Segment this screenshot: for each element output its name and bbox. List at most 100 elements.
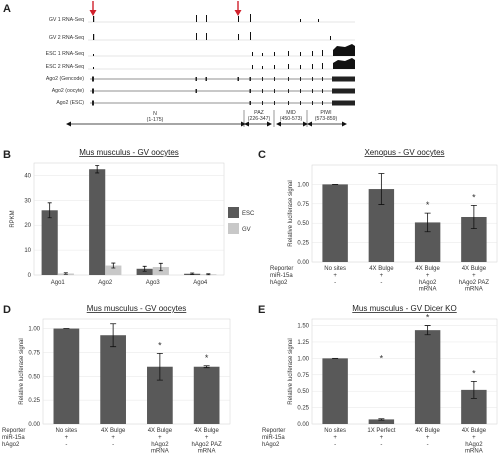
panel-letter-d: D bbox=[3, 304, 11, 316]
error-bar bbox=[156, 352, 163, 381]
row-cell: hAgo2 bbox=[151, 442, 169, 448]
chart-title: Mus musculus - GV oocytes bbox=[87, 304, 187, 313]
y-tick-label: 0.75 bbox=[28, 350, 40, 356]
row-cell: + bbox=[205, 435, 209, 441]
y-tick-label: 0.75 bbox=[297, 202, 309, 208]
significance-star: * bbox=[205, 353, 209, 363]
y-tick-label: 1.50 bbox=[297, 324, 309, 330]
chart-title: Mus musculus - GV Dicer KO bbox=[352, 304, 456, 313]
track-label: Ago2 (oocyte) bbox=[52, 88, 85, 94]
row-cell: mRNA bbox=[198, 449, 216, 455]
row-cell: + bbox=[426, 273, 430, 279]
error-bar bbox=[470, 204, 477, 230]
y-tick-label: 1.00 bbox=[297, 356, 309, 362]
bar bbox=[100, 335, 126, 424]
panel-letter-b: B bbox=[3, 149, 11, 161]
row-cell: No sites bbox=[324, 266, 346, 272]
track-label: ESC 1 RNA-Seq bbox=[46, 51, 84, 57]
bar bbox=[193, 366, 220, 424]
marker-arrows bbox=[89, 1, 242, 16]
domain-range: (450-573) bbox=[280, 116, 303, 122]
y-tick-label: 0.00 bbox=[297, 422, 309, 428]
row-cell: - bbox=[65, 442, 67, 448]
y-tick-label: 0.00 bbox=[297, 260, 309, 266]
y-axis-label: RPKM bbox=[10, 210, 16, 227]
row-cell: + bbox=[65, 435, 69, 441]
bar bbox=[322, 358, 348, 424]
y-tick-label: 0.50 bbox=[28, 374, 40, 380]
chart-title: Mus musculus - GV oocytes bbox=[79, 148, 179, 157]
row-cell: 4X Bulge bbox=[101, 428, 126, 434]
esc1-coverage bbox=[93, 44, 355, 56]
error-bar bbox=[203, 365, 210, 369]
error-bar bbox=[378, 173, 385, 205]
x-tick-label: Ago1 bbox=[51, 280, 66, 286]
row-cell: + bbox=[380, 273, 384, 279]
significance-star: * bbox=[426, 200, 430, 210]
error-bar bbox=[190, 272, 195, 275]
row-cell: + bbox=[426, 435, 430, 441]
row-cell: + bbox=[111, 435, 115, 441]
row-cell: hAgo2 PAZ bbox=[192, 442, 223, 448]
y-axis-label: Relative luciferase signal bbox=[288, 180, 294, 246]
row-label: hAgo2 bbox=[2, 442, 20, 448]
y-tick-label: 1.00 bbox=[28, 327, 40, 333]
domain-range: (573-859) bbox=[315, 116, 338, 122]
row-label: Reporter bbox=[262, 428, 285, 434]
bar-esc bbox=[41, 210, 58, 275]
marker-arrow-head bbox=[234, 10, 242, 16]
domain-name: PAZ bbox=[254, 110, 264, 116]
row-cell: hAgo2 PAZ bbox=[459, 280, 490, 286]
y-tick-label: 0.50 bbox=[297, 389, 309, 395]
panel-letter-c: C bbox=[258, 149, 266, 161]
row-cell: mRNA bbox=[419, 287, 437, 293]
row-label: miR-15a bbox=[2, 435, 25, 441]
y-tick-label: 40 bbox=[24, 173, 31, 179]
row-cell: + bbox=[472, 435, 476, 441]
track-label: GV 1 RNA-Seq bbox=[49, 17, 84, 23]
significance-star: * bbox=[472, 368, 476, 378]
panel-letter-e: E bbox=[258, 304, 265, 316]
error-bar bbox=[47, 202, 52, 219]
row-cell: mRNA bbox=[465, 449, 483, 455]
error-bar bbox=[95, 165, 100, 174]
row-label: hAgo2 bbox=[262, 442, 280, 448]
row-cell: 4X Bulge bbox=[415, 428, 440, 434]
row-cell: 4X Bulge bbox=[148, 428, 173, 434]
y-axis-label: Relative luciferase signal bbox=[288, 338, 294, 404]
significance-star: * bbox=[158, 340, 162, 350]
row-cell: + bbox=[472, 273, 476, 279]
row-cell: 4X Bulge bbox=[369, 266, 394, 272]
y-tick-label: 1.00 bbox=[297, 182, 309, 188]
legend-swatch bbox=[228, 223, 239, 234]
significance-star: * bbox=[472, 192, 476, 202]
track-label: Ago2 (ESC) bbox=[56, 100, 84, 106]
panel-d-chart: Mus musculus - GV oocytes 0.00 0.25 0.50 0.7… bbox=[2, 304, 231, 455]
bar bbox=[322, 184, 348, 262]
row-cell: - bbox=[380, 442, 382, 448]
row-cell: + bbox=[333, 273, 337, 279]
row-cell: mRNA bbox=[465, 287, 483, 293]
x-tick-label: Ago4 bbox=[193, 280, 208, 286]
row-cell: - bbox=[380, 280, 382, 286]
error-bar bbox=[424, 212, 431, 233]
gene-models bbox=[90, 76, 355, 106]
row-cell: 4X Bulge bbox=[415, 266, 440, 272]
gv1-coverage bbox=[93, 14, 319, 22]
row-cell: + bbox=[333, 435, 337, 441]
domain-name: N bbox=[153, 111, 157, 117]
y-tick-label: 20 bbox=[24, 223, 31, 229]
row-cell: hAgo2 bbox=[465, 442, 483, 448]
domain-dividers bbox=[243, 110, 308, 127]
domain-name: PIWI bbox=[320, 110, 331, 116]
error-bar bbox=[63, 272, 68, 275]
panel-b-chart: Mus musculus - GV oocytes 0 10 20 30 40 RPKM Ag… bbox=[10, 148, 255, 286]
plot-area bbox=[33, 162, 225, 276]
panel-c-chart: Xenopus - GV oocytes 0.00 0.25 0.50 0.75 1.00… bbox=[270, 148, 498, 293]
row-label: Reporter bbox=[2, 428, 25, 434]
error-bar bbox=[470, 380, 477, 399]
legend-label: ESC bbox=[242, 211, 255, 217]
x-tick-label: Ago3 bbox=[146, 280, 161, 286]
track-label: ESC 2 RNA-Seq bbox=[46, 64, 84, 70]
domain-name: MID bbox=[286, 110, 296, 116]
